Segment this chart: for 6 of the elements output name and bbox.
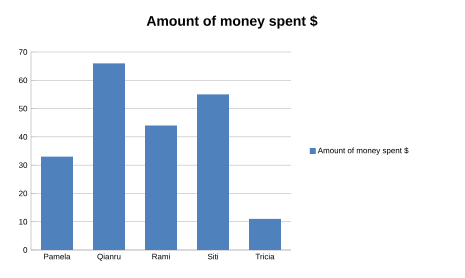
bar bbox=[41, 156, 73, 250]
bar bbox=[249, 218, 281, 250]
chart-title: Amount of money spent $ bbox=[146, 15, 318, 29]
bar bbox=[93, 63, 125, 250]
bar bbox=[145, 126, 177, 250]
bar bbox=[197, 94, 229, 250]
